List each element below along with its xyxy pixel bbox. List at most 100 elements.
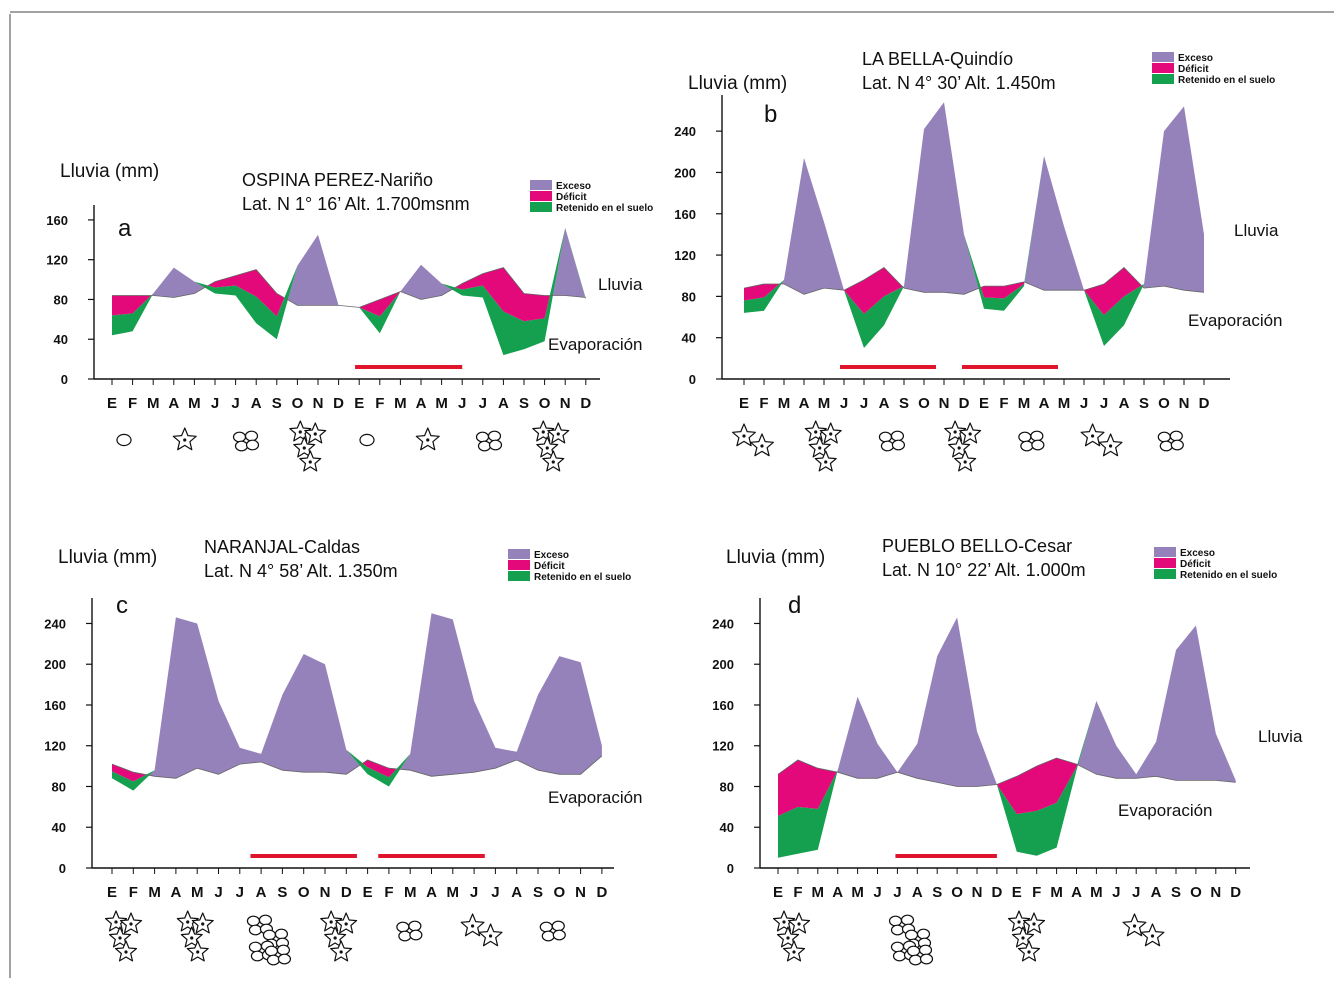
month-label: S <box>272 395 282 412</box>
star-center-dot <box>308 460 312 464</box>
month-label: F <box>1032 884 1041 901</box>
retained-area-1 <box>996 700 1097 856</box>
y-tick-label: 40 <box>52 820 66 835</box>
month-label: F <box>384 884 393 901</box>
legend-label: Retenido en el suelo <box>1178 75 1275 86</box>
star-center-dot <box>118 936 122 940</box>
y-axis-label: Lluvia (mm) <box>58 547 157 568</box>
petal-shape <box>359 433 375 447</box>
chart-title: NARANJAL-Caldas <box>204 537 360 557</box>
petal-shape <box>904 929 919 941</box>
evaporation-series-label: Evaporación <box>548 335 643 354</box>
star-center-dot <box>782 920 786 924</box>
month-label: M <box>1058 395 1071 412</box>
icon-circle-4 <box>359 433 375 447</box>
month-label: N <box>560 395 571 412</box>
legend-swatch <box>1152 74 1174 84</box>
petal-shape <box>487 430 502 442</box>
star-center-dot <box>183 438 187 442</box>
retained-area-1 <box>194 265 298 340</box>
petal-shape <box>539 921 553 933</box>
month-label: F <box>129 884 138 901</box>
petal-shape <box>398 930 412 942</box>
chart-subtitle: Lat. N 4° 30’ Alt. 1.450m <box>862 73 1056 93</box>
petal-shape <box>248 924 263 936</box>
petal-shape <box>918 944 933 956</box>
month-label: N <box>939 395 950 412</box>
y-tick-label: 40 <box>54 332 68 347</box>
month-label: D <box>341 884 352 901</box>
legend-label: Exceso <box>1178 53 1213 64</box>
month-label: J <box>470 884 478 901</box>
star-center-dot <box>1132 924 1137 928</box>
petal-shape <box>277 953 292 965</box>
evaporation-series-label: Evaporación <box>1188 311 1283 330</box>
icon-star-cluster-1 <box>804 420 842 472</box>
star-center-dot <box>957 446 961 450</box>
deficit-area-1 <box>996 758 1078 814</box>
month-label: O <box>1190 884 1202 901</box>
star-center-dot <box>201 922 205 926</box>
y-tick-label: 240 <box>674 124 696 139</box>
month-label: E <box>107 884 117 901</box>
star-center-dot <box>1150 934 1155 938</box>
y-axis-label: Lluvia (mm) <box>688 73 787 94</box>
petal-shape <box>477 440 492 452</box>
month-label: J <box>1080 395 1088 412</box>
month-label: A <box>416 395 427 412</box>
petal-shape <box>244 430 259 442</box>
petal-shape <box>409 929 423 941</box>
icon-flower-2 <box>878 430 906 452</box>
petal-shape <box>919 953 934 965</box>
petal-shape <box>916 928 931 940</box>
evaporation-line <box>743 266 1205 295</box>
month-label: M <box>147 395 160 412</box>
petal-shape <box>1030 430 1044 442</box>
month-label: M <box>812 884 825 901</box>
star-center-dot <box>313 432 317 436</box>
star-center-dot <box>470 924 475 928</box>
month-label: D <box>596 884 607 901</box>
month-label: O <box>292 395 304 412</box>
star-center-dot <box>953 430 957 434</box>
excess-area-1 <box>287 234 360 308</box>
excess-area-2 <box>400 264 452 300</box>
excess-area-0 <box>149 617 360 779</box>
star-center-dot <box>114 920 118 924</box>
deficit-area-2 <box>980 281 1025 299</box>
petal-shape <box>408 920 422 932</box>
month-label: O <box>951 884 963 901</box>
star-center-dot <box>818 446 822 450</box>
retained-area-0 <box>744 279 784 313</box>
month-label: M <box>818 395 831 412</box>
month-label: D <box>580 395 591 412</box>
y-tick-label: 200 <box>674 165 696 180</box>
icon-star-cluster-2 <box>1007 910 1046 962</box>
petal-shape <box>551 920 565 932</box>
petal-shape <box>908 954 923 966</box>
month-label: O <box>539 395 551 412</box>
petal-shape <box>1169 430 1183 442</box>
star-center-dot <box>556 432 560 436</box>
chart-title: PUEBLO BELLO-Cesar <box>882 536 1072 556</box>
legend-swatch <box>1152 52 1174 62</box>
icon-star-1 <box>172 427 197 451</box>
icon-flower-6 <box>475 430 503 452</box>
retained-area-0 <box>778 770 838 858</box>
chart-title: LA BELLA-Quindío <box>862 49 1013 69</box>
icon-star-pair-3 <box>1122 913 1165 947</box>
legend-swatch <box>1152 63 1174 73</box>
petal-shape <box>1170 439 1184 451</box>
excess-area-1 <box>400 613 602 777</box>
month-label: J <box>873 884 881 901</box>
legend-label: Retenido en el suelo <box>534 572 631 583</box>
y-tick-label: 80 <box>720 779 734 794</box>
legend-swatch <box>1154 547 1176 557</box>
month-label: S <box>533 884 543 901</box>
legend-label: Retenido en el suelo <box>556 203 653 214</box>
petal-shape <box>888 915 903 927</box>
star-center-dot <box>339 950 343 954</box>
